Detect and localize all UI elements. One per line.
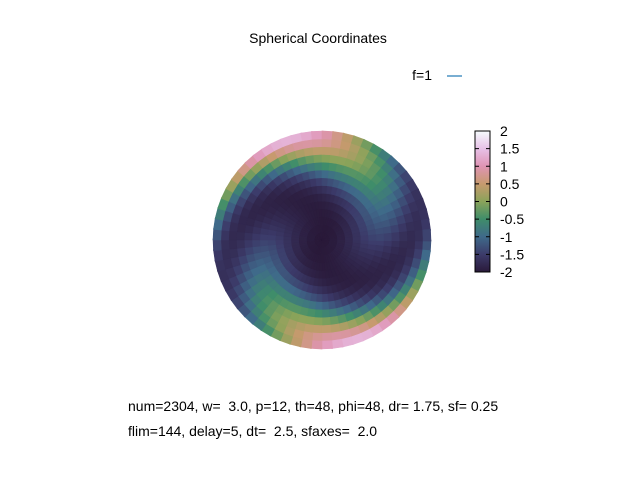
colorbar-tick-label: -0.5 [500, 211, 524, 227]
surface-patch [337, 237, 346, 241]
legend-label: f=1 [412, 67, 432, 83]
surface-patch [344, 236, 354, 241]
surface-patch [251, 238, 261, 248]
surface-patch [320, 301, 330, 311]
surface-patch [422, 228, 432, 242]
surface-patch [267, 239, 276, 246]
surface-patch [383, 232, 393, 242]
sphere-surface [212, 130, 432, 350]
colorbar-tick-label: 0 [500, 194, 508, 210]
colorbar-tick-label: 1 [500, 158, 508, 174]
surface-patch [312, 146, 324, 156]
colorbar: 2 1.51 0.5 0-0.5 -1-1.5 -2 [474, 123, 524, 280]
surface-patch [368, 234, 377, 241]
surface-patch [414, 229, 424, 242]
surface-patch [399, 231, 408, 242]
surface-patch [311, 138, 324, 148]
surface-patch [320, 332, 333, 342]
colorbar-tick-label: -2 [500, 264, 513, 280]
surface-patch [375, 233, 385, 241]
colorbar-tick-label: -1.5 [500, 246, 524, 262]
surface-patch [236, 238, 245, 249]
surface-patch [310, 130, 324, 140]
surface-patch [220, 238, 230, 251]
surface-patch [406, 230, 416, 242]
surface-patch [360, 235, 370, 241]
parameters-line-1: num=2304, w= 3.0, p=12, th=48, phi=48, d… [128, 398, 499, 414]
surface-patch [243, 238, 253, 248]
surface-patch [320, 317, 331, 326]
colorbar-tick-label: -1 [500, 229, 513, 245]
surface-patch [315, 177, 323, 187]
parameters-line-2: flim=144, delay=5, dt= 2.5, sfaxes= 2.0 [128, 423, 378, 439]
surface-patch [316, 185, 323, 194]
surface-patch [320, 324, 332, 334]
surface-patch [259, 239, 269, 247]
surface-patch [321, 286, 328, 295]
colorbar-tick-label: 0.5 [500, 176, 520, 192]
surface-patch [391, 232, 401, 242]
surface-patch [352, 235, 362, 241]
surface-patch [320, 309, 330, 319]
surface-patch [212, 238, 222, 252]
surface-patch [321, 293, 329, 303]
surface-patch [313, 154, 324, 163]
chart-title: Spherical Coordinates [249, 30, 387, 46]
surface-patch [228, 238, 238, 250]
surface-patch [320, 340, 334, 350]
surface-patch [314, 169, 324, 179]
colorbar-tick-label: 2 [500, 123, 508, 139]
colorbar-tick-label: 1.5 [500, 141, 520, 157]
surface-patch [314, 161, 324, 171]
